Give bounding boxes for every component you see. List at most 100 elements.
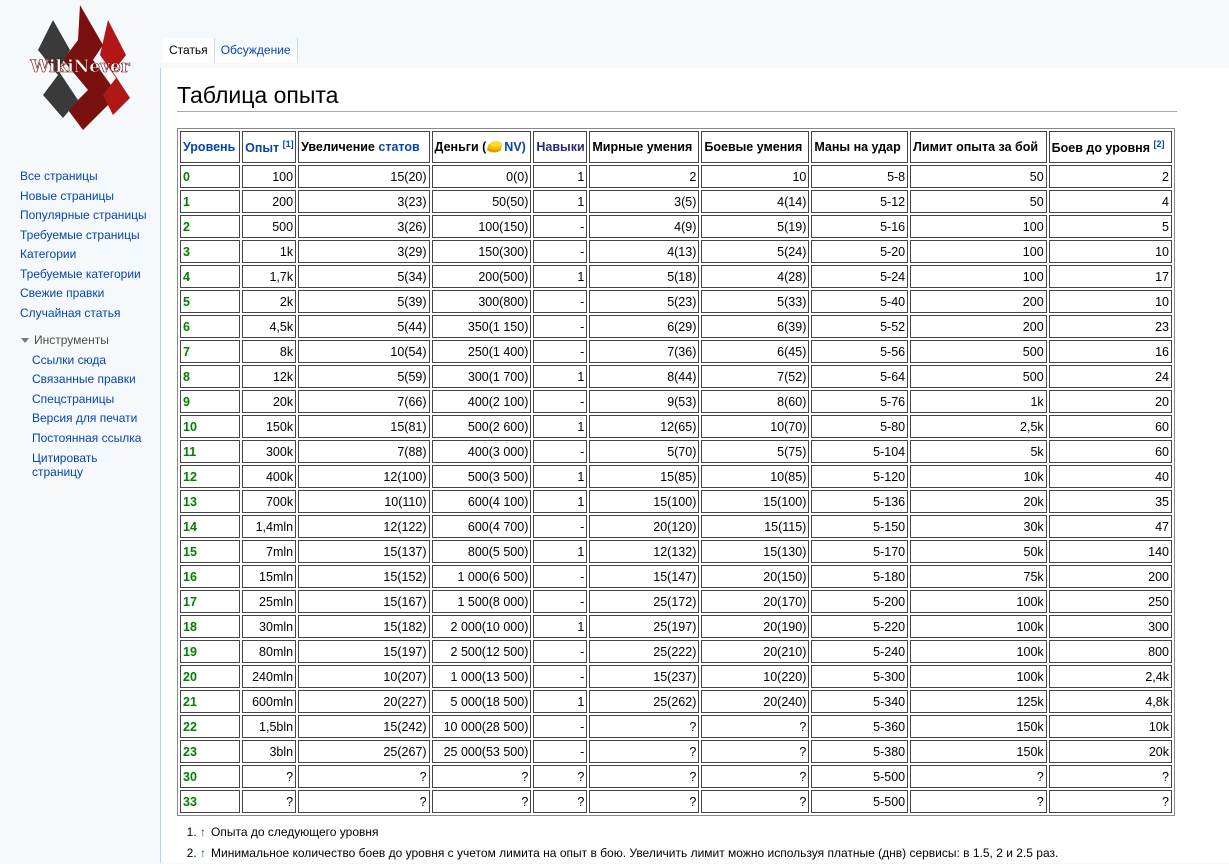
cell: 50(50) [431, 190, 532, 213]
cell: 5-52 [811, 315, 909, 338]
header-link[interactable]: NV) [504, 140, 526, 154]
nav-link[interactable]: Категории [20, 247, 77, 261]
nav-link[interactable]: Случайная статья [20, 305, 121, 320]
nav-links: Все страницы Новые страницы Популярные стр… [20, 167, 147, 323]
table-row: 10 150k 15(81) 500(2 600) 1 12(65) 10(70) 5-80 2… [180, 415, 1172, 438]
cell: ? [589, 790, 700, 813]
level-cell: 11 [180, 440, 241, 463]
cell: 1,7k [242, 265, 297, 288]
header-link[interactable]: Уровень [183, 140, 236, 154]
tools-heading[interactable]: Инструменты [20, 331, 147, 351]
nav-link[interactable]: Требуемые страницы [20, 227, 140, 242]
cell: ? [1048, 790, 1172, 813]
cell: 17 [1048, 265, 1172, 288]
cell: 15(242) [298, 715, 430, 738]
level-cell: 17 [180, 590, 241, 613]
page-title: Таблица опыта [177, 82, 1177, 112]
cell: 5-170 [811, 540, 909, 563]
cell: 12(132) [589, 540, 700, 563]
footnote-ref[interactable]: [1] [282, 138, 294, 149]
cell: 5(24) [701, 240, 810, 263]
level-cell: 6 [180, 315, 241, 338]
cell: 6(39) [701, 315, 810, 338]
cell: 1k [242, 240, 297, 263]
cell: 10(70) [701, 415, 810, 438]
tab[interactable]: Обсуждение [214, 38, 298, 63]
cell: 1 [533, 190, 588, 213]
cell: - [533, 640, 588, 663]
header-link[interactable]: Опыт [245, 141, 280, 156]
logo[interactable]: WikiNever [8, 0, 153, 135]
header-text: Мирные умения [592, 140, 693, 154]
nav-link[interactable]: Свежие правки [20, 286, 105, 300]
cell: 30k [910, 515, 1047, 538]
tool-link[interactable]: Ссылки сюда [32, 352, 106, 367]
table-row: 8 12k 5(59) 300(1 700) 1 8(44) 7(52) 5-64 500 24 [180, 365, 1172, 388]
tool-link[interactable]: Цитировать страницу [32, 451, 98, 479]
cell: 5-40 [811, 290, 909, 313]
cell: 1 [533, 365, 588, 388]
cell: ? [533, 790, 588, 813]
cell: 75k [910, 565, 1047, 588]
cell: 4(14) [701, 190, 810, 213]
cell: 15(81) [298, 415, 430, 438]
cell: 600mln [242, 690, 297, 713]
cell: 25mln [242, 590, 297, 613]
backlink[interactable]: ↑ [200, 846, 206, 860]
cell: 15(20) [298, 165, 430, 188]
cell: 300k [242, 440, 297, 463]
footnote-ref[interactable]: [2] [1153, 138, 1165, 149]
cell: 15(137) [298, 540, 430, 563]
cell: 300(800) [431, 290, 532, 313]
cell: 15(100) [701, 490, 810, 513]
table-row: 17 25mln 15(167) 1 500(8 000) -25(172) 20(170… [180, 590, 1172, 613]
cell: 35 [1048, 490, 1172, 513]
nav-link[interactable]: Новые страницы [20, 188, 115, 203]
nav-link[interactable]: Требуемые категории [20, 266, 141, 281]
cell: 150k [910, 740, 1047, 763]
toggle-arrow [21, 337, 29, 343]
header-link[interactable]: Навыки [536, 140, 585, 154]
cell: 100 [242, 165, 297, 188]
tool-link[interactable]: Версия для печати [32, 411, 138, 425]
nav-link[interactable]: Популярные страницы [20, 208, 147, 222]
header-link[interactable]: статов [378, 140, 420, 154]
cell: 8(60) [701, 390, 810, 413]
cell: 2,5k [910, 415, 1047, 438]
cell: 1 [533, 265, 588, 288]
cell: - [533, 665, 588, 688]
cell: 200 [910, 290, 1047, 313]
nav-link[interactable]: Все страницы [20, 169, 98, 183]
table-row: 9 20k 7(66) 400(2 100) -9(53) 8(60) 5-76 1k 20 [180, 390, 1172, 413]
cell: 1 [533, 465, 588, 488]
cell: 500 [242, 215, 297, 238]
cell: 5(44) [298, 315, 430, 338]
backlink[interactable]: ↑ [200, 825, 206, 839]
cell: 100k [910, 615, 1047, 638]
tool-link[interactable]: Связанные правки [32, 372, 136, 386]
cell: 5(33) [701, 290, 810, 313]
tool-link[interactable]: Постоянная ссылка [32, 430, 142, 445]
cell: 2 [1048, 165, 1172, 188]
cell: ? [242, 765, 297, 788]
cell: 5-220 [811, 615, 909, 638]
header-text: Деньги ( [434, 140, 487, 154]
cell: 3(29) [298, 240, 430, 263]
cell: - [533, 390, 588, 413]
level-cell: 1 [180, 190, 241, 213]
header-text: Боевые умения [704, 140, 803, 154]
tab[interactable]: Статья [163, 38, 215, 63]
cell: 100k [910, 590, 1047, 613]
cell: - [533, 565, 588, 588]
tool-link[interactable]: Спецстраницы [32, 391, 115, 406]
header-cell: Опыт [1] [242, 131, 297, 163]
cell: 5(59) [298, 365, 430, 388]
cell: 10 000(28 500) [431, 715, 532, 738]
cell: 3bln [242, 740, 297, 763]
cell: 1 [533, 415, 588, 438]
cell: - [533, 315, 588, 338]
cell: 30mln [242, 615, 297, 638]
cell: 5-136 [811, 490, 909, 513]
cell: 20(120) [589, 515, 700, 538]
cell: 300 [1048, 615, 1172, 638]
